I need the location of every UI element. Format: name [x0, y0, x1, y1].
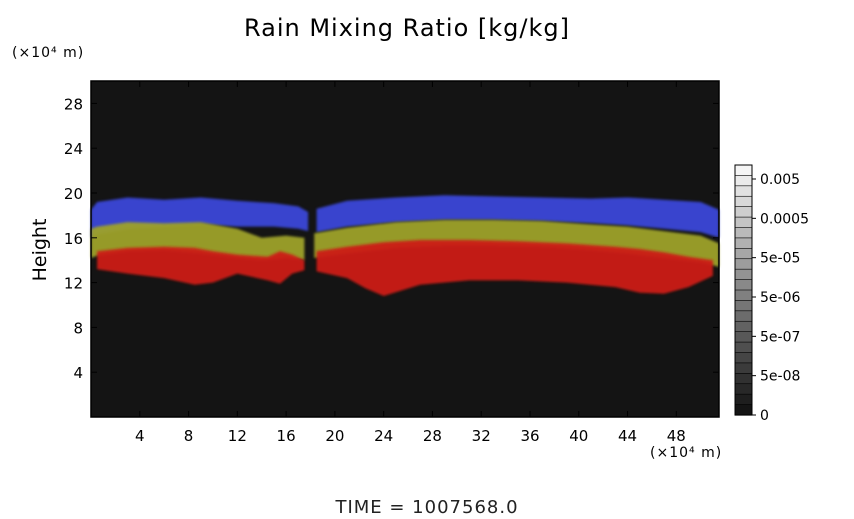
- colorbar-label: 5e-08: [760, 369, 800, 385]
- colorbar-swatch: [734, 383, 753, 395]
- colorbar-swatch: [734, 404, 753, 416]
- colorbar-swatch: [734, 373, 753, 385]
- colorbar-swatch: [734, 195, 753, 208]
- y-tick-label: 24: [64, 140, 83, 158]
- colorbar: 0.005 0.0005 5e-05 5e-06 5e-07 5e-08 0: [734, 164, 809, 424]
- colorbar-swatch: [734, 248, 753, 260]
- x-tick-label: 28: [423, 427, 442, 445]
- x-axis-ticks: 4 8 12 16 20 24 28 32 36 40 44 48: [135, 81, 686, 445]
- colorbar-swatch: [734, 279, 753, 291]
- y-tick-label: 28: [64, 95, 83, 113]
- x-tick-label: 24: [374, 427, 393, 445]
- x-tick-label: 12: [228, 427, 247, 445]
- colorbar-label: 0.0005: [760, 211, 809, 227]
- x-tick-label: 40: [569, 427, 588, 445]
- colorbar-swatch: [734, 175, 753, 187]
- colorbar-swatch: [734, 331, 753, 343]
- colorbar-swatch: [734, 300, 753, 312]
- colorbar-frame: [734, 164, 753, 416]
- y-tick-label: 12: [64, 275, 83, 293]
- colorbar-label: 0: [760, 408, 769, 424]
- colorbar-label: 0.005: [760, 172, 800, 188]
- colorbar-swatch: [734, 289, 753, 302]
- colorbar-swatch: [734, 206, 753, 218]
- x-tick-label: 32: [472, 427, 491, 445]
- y-axis-unit: (×10⁴ m): [12, 45, 85, 61]
- colorbar-swatch: [734, 362, 753, 374]
- field-layers: [91, 195, 719, 296]
- colorbar-swatch: [734, 237, 753, 249]
- colorbar-swatch: [734, 164, 753, 177]
- plot-frame: [90, 80, 720, 418]
- x-tick-label: 44: [618, 427, 637, 445]
- colorbar-swatch: [734, 227, 753, 239]
- colorbar-label: 5e-06: [760, 290, 800, 306]
- field-band-2-0: [97, 246, 305, 285]
- x-tick-label: 16: [277, 427, 296, 445]
- colorbar-swatch: [734, 268, 753, 281]
- colorbar-swatch: [734, 185, 753, 197]
- colorbar-swatch: [734, 310, 753, 322]
- x-tick-label: 48: [667, 427, 686, 445]
- colorbar-label: 5e-05: [760, 251, 800, 267]
- x-tick-label: 36: [520, 427, 539, 445]
- field-band-0-1: [316, 195, 719, 238]
- x-axis-unit: (×10⁴ m): [650, 445, 723, 461]
- colorbar-swatch: [734, 341, 753, 354]
- field-band-2-1: [316, 240, 713, 296]
- y-tick-label: 4: [73, 364, 83, 382]
- x-tick-label: 20: [325, 427, 344, 445]
- time-footer: TIME = 1007568.0: [335, 497, 519, 518]
- y-axis-ticks: 4 8 12 16 20 24 28: [64, 95, 719, 382]
- colorbar-swatch: [734, 352, 753, 364]
- y-tick-label: 20: [64, 185, 83, 203]
- y-tick-label: 16: [64, 230, 83, 248]
- x-tick-label: 4: [135, 427, 145, 445]
- colorbar-swatch: [734, 393, 753, 406]
- colorbar-swatch: [734, 320, 753, 333]
- x-tick-label: 8: [184, 427, 194, 445]
- colorbar-swatch: [734, 258, 753, 270]
- y-tick-label: 8: [73, 319, 83, 337]
- chart-title: Rain Mixing Ratio [kg/kg]: [243, 14, 570, 42]
- colorbar-swatch: [734, 216, 753, 229]
- colorbar-label: 5e-07: [760, 329, 800, 345]
